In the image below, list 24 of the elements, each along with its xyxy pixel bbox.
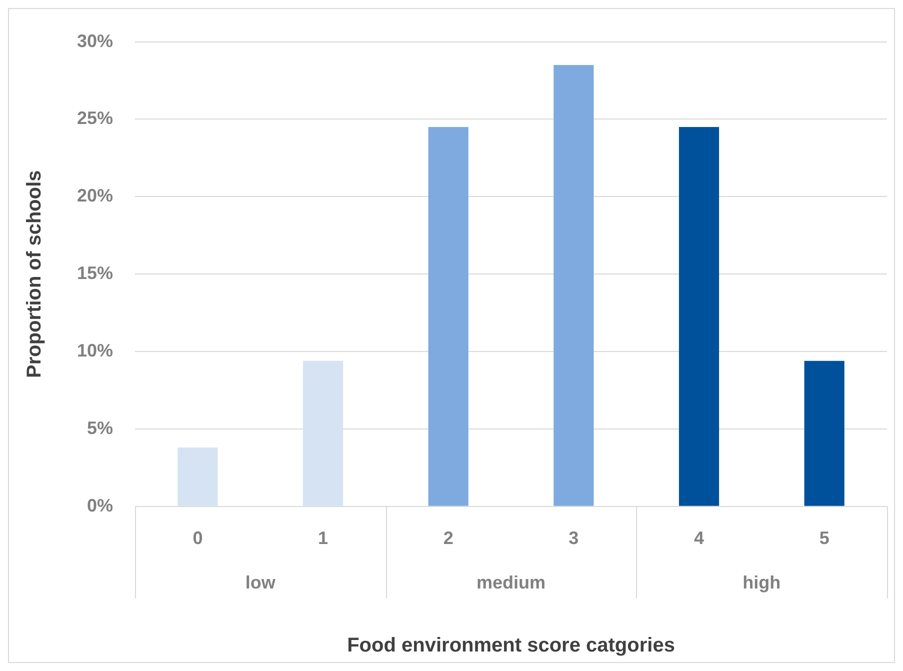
y-tick-label: 30% [76, 30, 114, 51]
y-tick-label: 5% [87, 418, 114, 438]
x-tick-label: 3 [568, 528, 579, 548]
bar [554, 65, 594, 506]
x-tick-label: 1 [318, 528, 328, 548]
y-tick-label: 15% [76, 263, 114, 284]
x-axis-title: Food environment score catgories [347, 634, 675, 657]
x-tick-label: 5 [819, 528, 830, 548]
bar [678, 126, 720, 506]
y-axis-title: Proportion of schools [24, 170, 46, 378]
text: low [245, 572, 276, 592]
x-tick-label: 2 [443, 528, 454, 548]
x-tick-label: 0 [192, 528, 203, 548]
y-tick-label: 25% [76, 108, 114, 128]
bar [428, 126, 468, 506]
text: medium [476, 572, 546, 592]
y-tick-label: 10% [76, 340, 114, 360]
y-tick-label: 20% [76, 186, 114, 206]
text: high [742, 572, 781, 592]
bar [804, 360, 844, 506]
x-tick-label: 4 [694, 528, 704, 548]
y-tick-label: 0% [87, 495, 114, 516]
bar [178, 448, 218, 506]
bar [302, 360, 344, 506]
